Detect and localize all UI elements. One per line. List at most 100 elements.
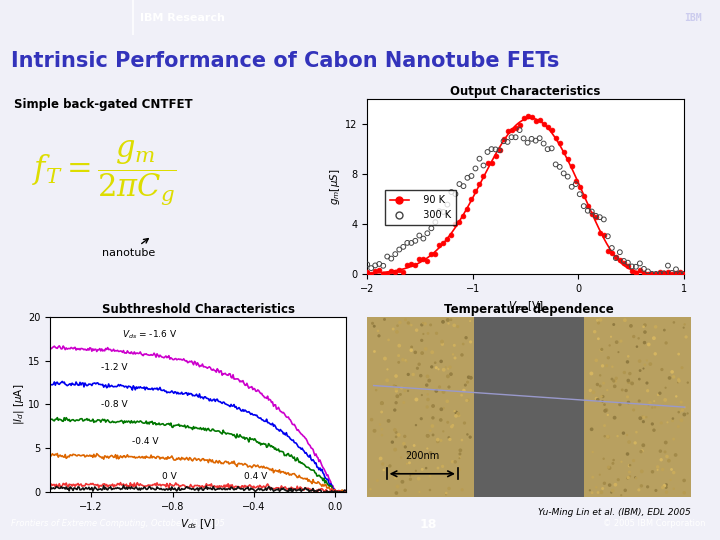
Point — [443, 364, 454, 373]
Text: -0.4 V: -0.4 V — [132, 437, 158, 445]
Point — [654, 268, 666, 276]
Point — [372, 327, 384, 335]
Point — [598, 455, 609, 463]
Point — [418, 329, 429, 338]
Point — [634, 259, 646, 268]
Point — [578, 192, 590, 201]
Point — [461, 396, 472, 405]
Point — [486, 145, 498, 153]
Point — [622, 474, 634, 482]
Text: Intrinsic Performance of Cabon Nanotube FETs: Intrinsic Performance of Cabon Nanotube … — [11, 51, 559, 71]
Point — [456, 436, 468, 444]
Point — [441, 234, 453, 243]
Point — [486, 159, 498, 167]
Point — [422, 390, 433, 399]
Point — [604, 464, 616, 472]
Point — [558, 147, 570, 156]
Point — [454, 465, 465, 474]
Point — [391, 328, 402, 336]
Point — [636, 413, 648, 421]
Point — [427, 414, 438, 422]
Point — [387, 438, 398, 447]
Point — [390, 433, 402, 441]
Point — [647, 403, 658, 412]
Point — [655, 418, 667, 427]
Point — [437, 462, 449, 471]
Point — [603, 463, 614, 471]
Text: nanotube: nanotube — [102, 239, 156, 258]
Point — [438, 239, 449, 248]
Point — [401, 357, 413, 366]
Point — [441, 397, 453, 406]
Point — [427, 402, 438, 410]
Point — [460, 333, 472, 342]
Point — [426, 348, 438, 356]
Point — [673, 408, 685, 416]
Point — [450, 190, 462, 198]
Point — [646, 269, 657, 278]
Point — [624, 461, 635, 470]
Point — [616, 386, 628, 394]
Point — [673, 375, 685, 384]
Point — [595, 488, 607, 497]
Point — [566, 183, 577, 191]
Point — [510, 133, 521, 141]
Point — [382, 376, 393, 384]
Point — [626, 262, 638, 271]
Point — [402, 449, 414, 457]
Point — [638, 265, 649, 273]
Point — [438, 208, 449, 217]
Point — [449, 321, 460, 330]
Point — [603, 354, 614, 362]
Point — [682, 409, 693, 418]
Point — [406, 343, 418, 352]
Point — [614, 255, 626, 264]
Point — [610, 254, 621, 262]
Point — [430, 218, 441, 226]
Point — [392, 392, 403, 401]
Point — [379, 315, 390, 324]
Point — [399, 432, 410, 441]
Point — [634, 414, 646, 423]
Point — [622, 393, 634, 401]
Point — [621, 431, 633, 440]
Text: Frontiers of Extreme Computing, October 25, 2005: Frontiers of Extreme Computing, October … — [11, 519, 225, 529]
Point — [440, 490, 451, 499]
Point — [602, 246, 613, 255]
Y-axis label: $g_m[\mu S]$: $g_m[\mu S]$ — [328, 168, 342, 205]
Point — [431, 329, 442, 338]
Point — [390, 382, 402, 390]
Point — [554, 163, 565, 171]
Point — [626, 379, 638, 388]
Point — [678, 323, 690, 332]
Point — [630, 268, 642, 277]
Point — [624, 472, 636, 481]
Point — [562, 172, 573, 181]
Point — [650, 322, 662, 331]
Point — [634, 375, 645, 383]
Point — [454, 454, 465, 463]
Point — [628, 456, 639, 465]
Bar — [585, 317, 691, 497]
Point — [602, 432, 613, 441]
Point — [369, 261, 381, 270]
Point — [373, 332, 384, 340]
Point — [377, 269, 389, 278]
Point — [469, 164, 481, 173]
Point — [678, 476, 690, 485]
Point — [395, 453, 407, 462]
Point — [393, 351, 405, 360]
Point — [618, 256, 629, 265]
Text: 0.4 V: 0.4 V — [244, 471, 267, 481]
Point — [606, 375, 618, 383]
Point — [392, 321, 403, 330]
Point — [658, 269, 670, 278]
Point — [405, 475, 416, 484]
Point — [423, 376, 435, 385]
Point — [399, 387, 410, 395]
Point — [422, 372, 433, 381]
Point — [639, 361, 651, 369]
Point — [408, 370, 419, 379]
Point — [623, 377, 634, 386]
Point — [642, 269, 654, 278]
